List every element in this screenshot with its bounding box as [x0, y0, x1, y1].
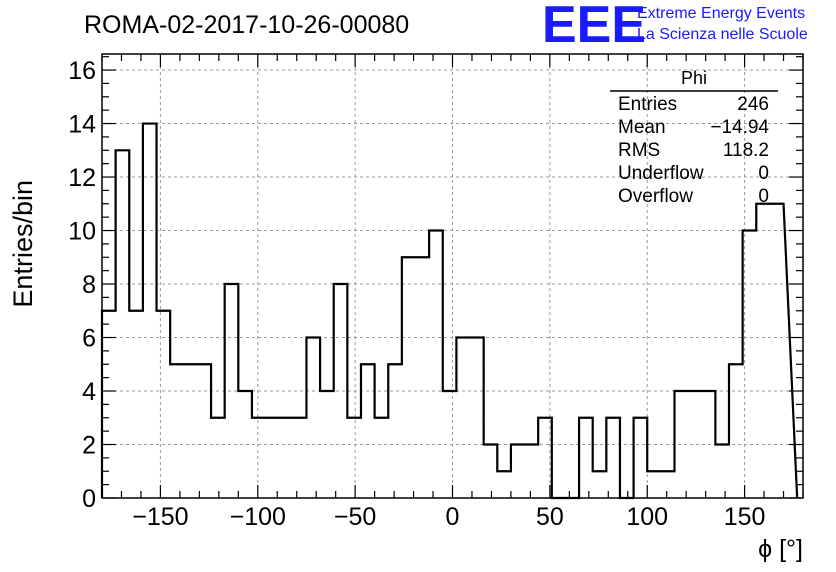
histogram-bin — [715, 445, 729, 498]
histogram-bin — [416, 257, 430, 498]
histogram-bin — [456, 338, 470, 498]
histogram-bin — [497, 471, 511, 498]
histogram-bin — [429, 231, 443, 498]
x-tick-label: −50 — [334, 503, 376, 531]
eee-logo: EEE Extreme Energy Events La Scienza nel… — [542, 0, 808, 54]
histogram-bin — [225, 284, 239, 498]
x-tick-label: 150 — [724, 503, 766, 531]
x-tick-label: −100 — [230, 503, 286, 531]
stats-row-label: Entries — [618, 94, 677, 115]
stats-box-title: Phi — [681, 68, 707, 88]
x-tick-label: 100 — [626, 503, 668, 531]
histogram-bin — [579, 418, 593, 498]
stats-row-value: −14.94 — [710, 117, 769, 138]
histogram-bin — [525, 445, 539, 498]
histogram-bin — [634, 418, 648, 498]
y-tick-label: 0 — [82, 485, 96, 513]
histogram-bin — [388, 364, 402, 498]
y-tick-label: 2 — [82, 432, 96, 460]
histogram-bin — [334, 284, 348, 498]
histogram-bin — [606, 418, 620, 498]
histogram-bin — [143, 124, 157, 498]
stats-row-value: 118.2 — [723, 140, 769, 161]
histogram-outline — [100, 122, 799, 500]
eee-logo-line1: Extreme Energy Events — [637, 5, 805, 22]
y-tick-label: 12 — [68, 164, 96, 192]
stats-row-value: 0 — [758, 163, 769, 184]
x-tick-label: 50 — [536, 503, 564, 531]
y-axis-title: Entries/bin — [8, 180, 38, 308]
histogram-bin — [211, 418, 225, 498]
histogram-bin — [756, 204, 770, 498]
stats-row-value: 246 — [737, 94, 769, 115]
histogram-bin — [197, 364, 211, 498]
y-tick-label: 16 — [68, 57, 96, 85]
stats-box: Phi Entries 246 Mean −14.94 RMS 118.2 Underflo… — [610, 68, 778, 207]
histogram-bin — [293, 418, 307, 498]
eee-logo-line2: La Scienza nelle Scuole — [637, 26, 808, 43]
histogram-bin — [252, 418, 266, 498]
histogram-bin — [157, 311, 171, 498]
stats-row-label: RMS — [618, 140, 660, 161]
histogram-bin — [320, 391, 334, 498]
chart-title: ROMA-02-2017-10-26-00080 — [84, 11, 409, 39]
x-axis-title: ϕ [°] — [758, 535, 803, 563]
histogram-bin — [743, 231, 757, 498]
histogram-bin — [170, 364, 184, 498]
y-tick-label: 6 — [82, 325, 96, 353]
eee-logo-mark: EEE — [542, 0, 646, 54]
stats-row-value: 0 — [758, 186, 769, 207]
histogram-bin — [306, 338, 320, 498]
histogram-bin — [661, 471, 675, 498]
histogram-bin — [347, 418, 361, 498]
histogram-bin — [238, 391, 252, 498]
histogram-bars — [100, 122, 799, 500]
histogram-bin — [593, 471, 607, 498]
histogram-bin — [279, 418, 293, 498]
histogram-bin — [688, 391, 702, 498]
y-tick-label: 4 — [82, 378, 96, 406]
histogram-bin — [116, 150, 130, 498]
y-tick-label: 10 — [68, 218, 96, 246]
histogram-bin — [470, 338, 484, 498]
stats-row-label: Underflow — [618, 163, 704, 184]
histogram-bin — [770, 204, 784, 498]
y-tick-label: 8 — [82, 271, 96, 299]
histogram-bin — [375, 418, 389, 498]
histogram-bin — [184, 364, 198, 498]
histogram-bin — [361, 364, 375, 498]
histogram-bin — [484, 445, 498, 498]
stats-row-label: Overflow — [618, 186, 693, 207]
histogram-bin — [129, 311, 143, 498]
histogram-bin — [443, 391, 457, 498]
y-tick-label: 14 — [68, 111, 96, 139]
stats-row-label: Mean — [618, 117, 666, 138]
histogram-bin — [674, 391, 688, 498]
x-tick-label: −150 — [132, 503, 188, 531]
stats-box-rows: Entries 246 Mean −14.94 RMS 118.2 Underflow 0 Ov… — [618, 94, 769, 207]
x-tick-label: 0 — [446, 503, 460, 531]
histogram-bin — [511, 445, 525, 498]
histogram-bin — [702, 391, 716, 498]
histogram-bin — [729, 364, 743, 498]
histogram-bin — [266, 418, 280, 498]
histogram-bin — [647, 471, 661, 498]
histogram-bin — [402, 257, 416, 498]
